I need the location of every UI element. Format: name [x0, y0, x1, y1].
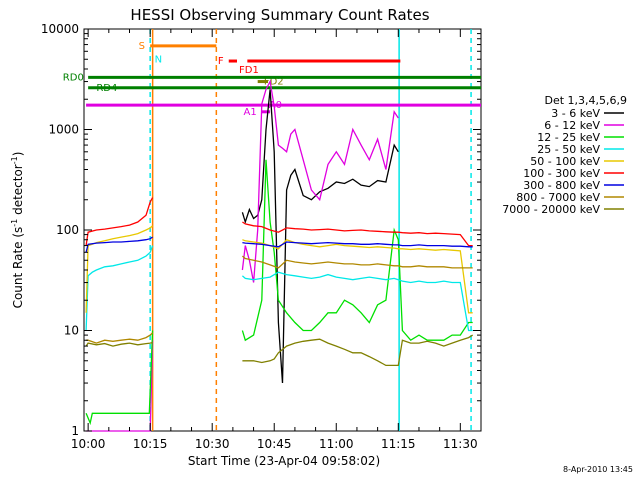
y-axis-label-part2: detector	[11, 164, 25, 219]
legend-title: Det 1,3,4,5,6,9	[544, 94, 627, 107]
series-line	[242, 221, 473, 247]
legend-label: 7000 - 20000 keV	[502, 203, 600, 216]
series-line	[242, 238, 473, 314]
legend-label: 6 - 12 keV	[544, 119, 600, 132]
series-line	[85, 330, 154, 426]
chart-title: HESSI Observing Summary Count Rates	[130, 6, 429, 24]
flag-label: A1	[243, 107, 256, 118]
series-line	[85, 197, 154, 246]
flag-label: A0	[269, 100, 282, 111]
legend-label: 25 - 50 keV	[537, 143, 600, 156]
footer-date: 8-Apr-2010 13:45	[563, 465, 633, 474]
series-line	[242, 241, 473, 248]
flag-label: RD4	[96, 83, 117, 94]
series-line	[241, 271, 473, 332]
x-tick-label: 11:30	[443, 437, 478, 451]
x-axis-ticks: 10:00 10:15 10:30 10:45 11:00 11:15 11:30	[71, 29, 478, 451]
y-tick-label: 100	[56, 223, 79, 237]
series-line	[242, 334, 474, 367]
flag-label: RD0	[63, 72, 84, 83]
x-tick-label: 11:15	[381, 437, 416, 451]
data-series	[85, 79, 474, 432]
x-tick-label: 10:15	[133, 437, 168, 451]
series-line	[241, 79, 399, 283]
series-line	[241, 255, 473, 269]
y-tick-label: 10	[64, 324, 79, 338]
legend-label: 800 - 7000 keV	[516, 191, 600, 204]
flag-label: FD1	[239, 65, 259, 76]
x-axis-label: Start Time (23-Apr-04 09:58:02)	[188, 454, 380, 468]
x-tick-label: 10:45	[257, 437, 292, 451]
y-axis-label-sup1: -1	[10, 219, 19, 227]
flag-bars: SN F FD1 FD2 RD0 RD4 A1 A0	[63, 41, 481, 118]
x-tick-label: 10:30	[195, 437, 230, 451]
y-axis-label: Count Rate (s-1 detector-1)	[10, 152, 25, 309]
flag-label: F	[218, 56, 224, 67]
legend-label: 3 - 6 keV	[551, 107, 600, 120]
series-line	[85, 341, 153, 347]
y-tick-label: 10000	[41, 22, 79, 36]
y-axis-label-part1: Count Rate (s	[11, 227, 25, 309]
flag-label: N	[155, 54, 162, 65]
y-axis-label-part3: )	[11, 152, 25, 157]
y-tick-label: 1000	[48, 123, 79, 137]
series-line	[241, 159, 473, 342]
x-tick-label: 10:00	[71, 437, 106, 451]
plot-area: SN F FD1 FD2 RD0 RD4 A1 A0 10:00 10:15 10:30 10:45…	[41, 22, 482, 451]
y-axis-label-sup2: -1	[10, 156, 19, 164]
legend-label: 12 - 25 keV	[537, 131, 600, 144]
legend-label: 300 - 800 keV	[523, 179, 600, 192]
legend-label: 50 - 100 keV	[530, 155, 600, 168]
x-tick-label: 11:00	[319, 437, 354, 451]
series-line	[85, 245, 154, 331]
series-line	[86, 332, 154, 344]
y-tick-label: 1	[71, 424, 79, 438]
series-line	[85, 236, 153, 253]
series-line	[85, 225, 154, 313]
series-line	[86, 340, 154, 432]
series-line	[241, 89, 399, 384]
flag-label: S	[139, 41, 145, 52]
legend-label: 100 - 300 keV	[523, 167, 600, 180]
flag-label: FD2	[264, 77, 284, 88]
y-axis-ticks: 1 10 100 1000 10000	[41, 22, 481, 438]
